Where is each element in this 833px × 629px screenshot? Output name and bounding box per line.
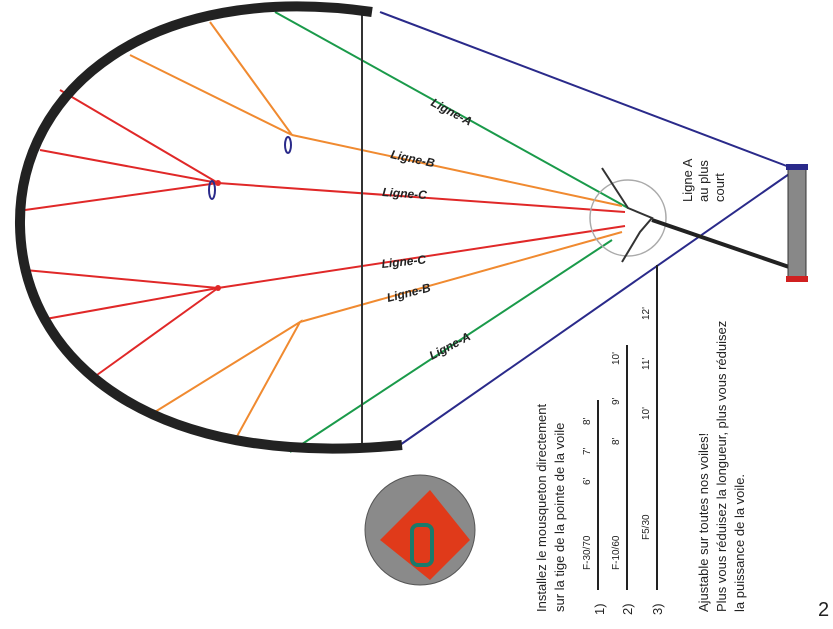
line-label: Ligne-C [382, 185, 428, 202]
node [215, 180, 221, 186]
setup-mark: 9' [611, 397, 622, 405]
setups: 1) F-30/70 6' 7' 8' 2) F-10/60 8' 9' 10'… [582, 265, 665, 615]
callout-text: court [712, 173, 727, 202]
line-label: Ligne-B [389, 147, 436, 170]
callout: Ligne A au plus court [680, 158, 727, 202]
instruction: Installez le mousqueton directement [534, 403, 549, 612]
setup-mark: 8' [582, 417, 593, 425]
setup-mark: 7' [582, 447, 593, 455]
labels: Ligne-A Ligne-B Ligne-C Ligne-C Ligne-B … [381, 95, 475, 362]
setup-mark: 10' [611, 352, 622, 365]
node [215, 285, 221, 291]
callout-text: Ligne A [680, 158, 695, 202]
adjustable: Plus vous réduisez la longueur, plus vou… [714, 321, 729, 612]
setup-number: 1) [592, 603, 607, 615]
setup-model: F-30/70 [582, 535, 593, 570]
ring [284, 136, 292, 154]
setup-mark: 6' [582, 477, 593, 485]
inset-clip [410, 523, 434, 567]
inset-sail [380, 490, 470, 580]
lines [14, 1, 793, 454]
setup-model: F5/30 [641, 514, 652, 540]
setup-model: F-10/60 [611, 535, 622, 570]
line-label: Ligne-A [429, 95, 475, 128]
page-number: 2 [818, 599, 829, 621]
instruction: sur la tige de la pointe de la voile [552, 423, 567, 612]
setup-number: 2) [620, 603, 635, 615]
bar-end [786, 276, 808, 282]
setup-mark: 8' [611, 437, 622, 445]
setup-mark: 12' [641, 307, 652, 320]
adjustable: Ajustable sur toutes nos voiles! [696, 433, 711, 612]
adjustable: la puissance de la voile. [732, 474, 747, 612]
ring [208, 180, 216, 200]
setup-mark: 10' [641, 407, 652, 420]
line-label: Ligne-A [427, 329, 473, 362]
line-label: Ligne-B [385, 280, 432, 304]
setup-number: 3) [650, 603, 665, 615]
bar [787, 167, 807, 281]
callout-text: au plus [696, 160, 711, 202]
bar-end [786, 164, 808, 170]
setup-mark: 11' [641, 358, 652, 370]
line-label: Ligne-C [381, 252, 427, 271]
